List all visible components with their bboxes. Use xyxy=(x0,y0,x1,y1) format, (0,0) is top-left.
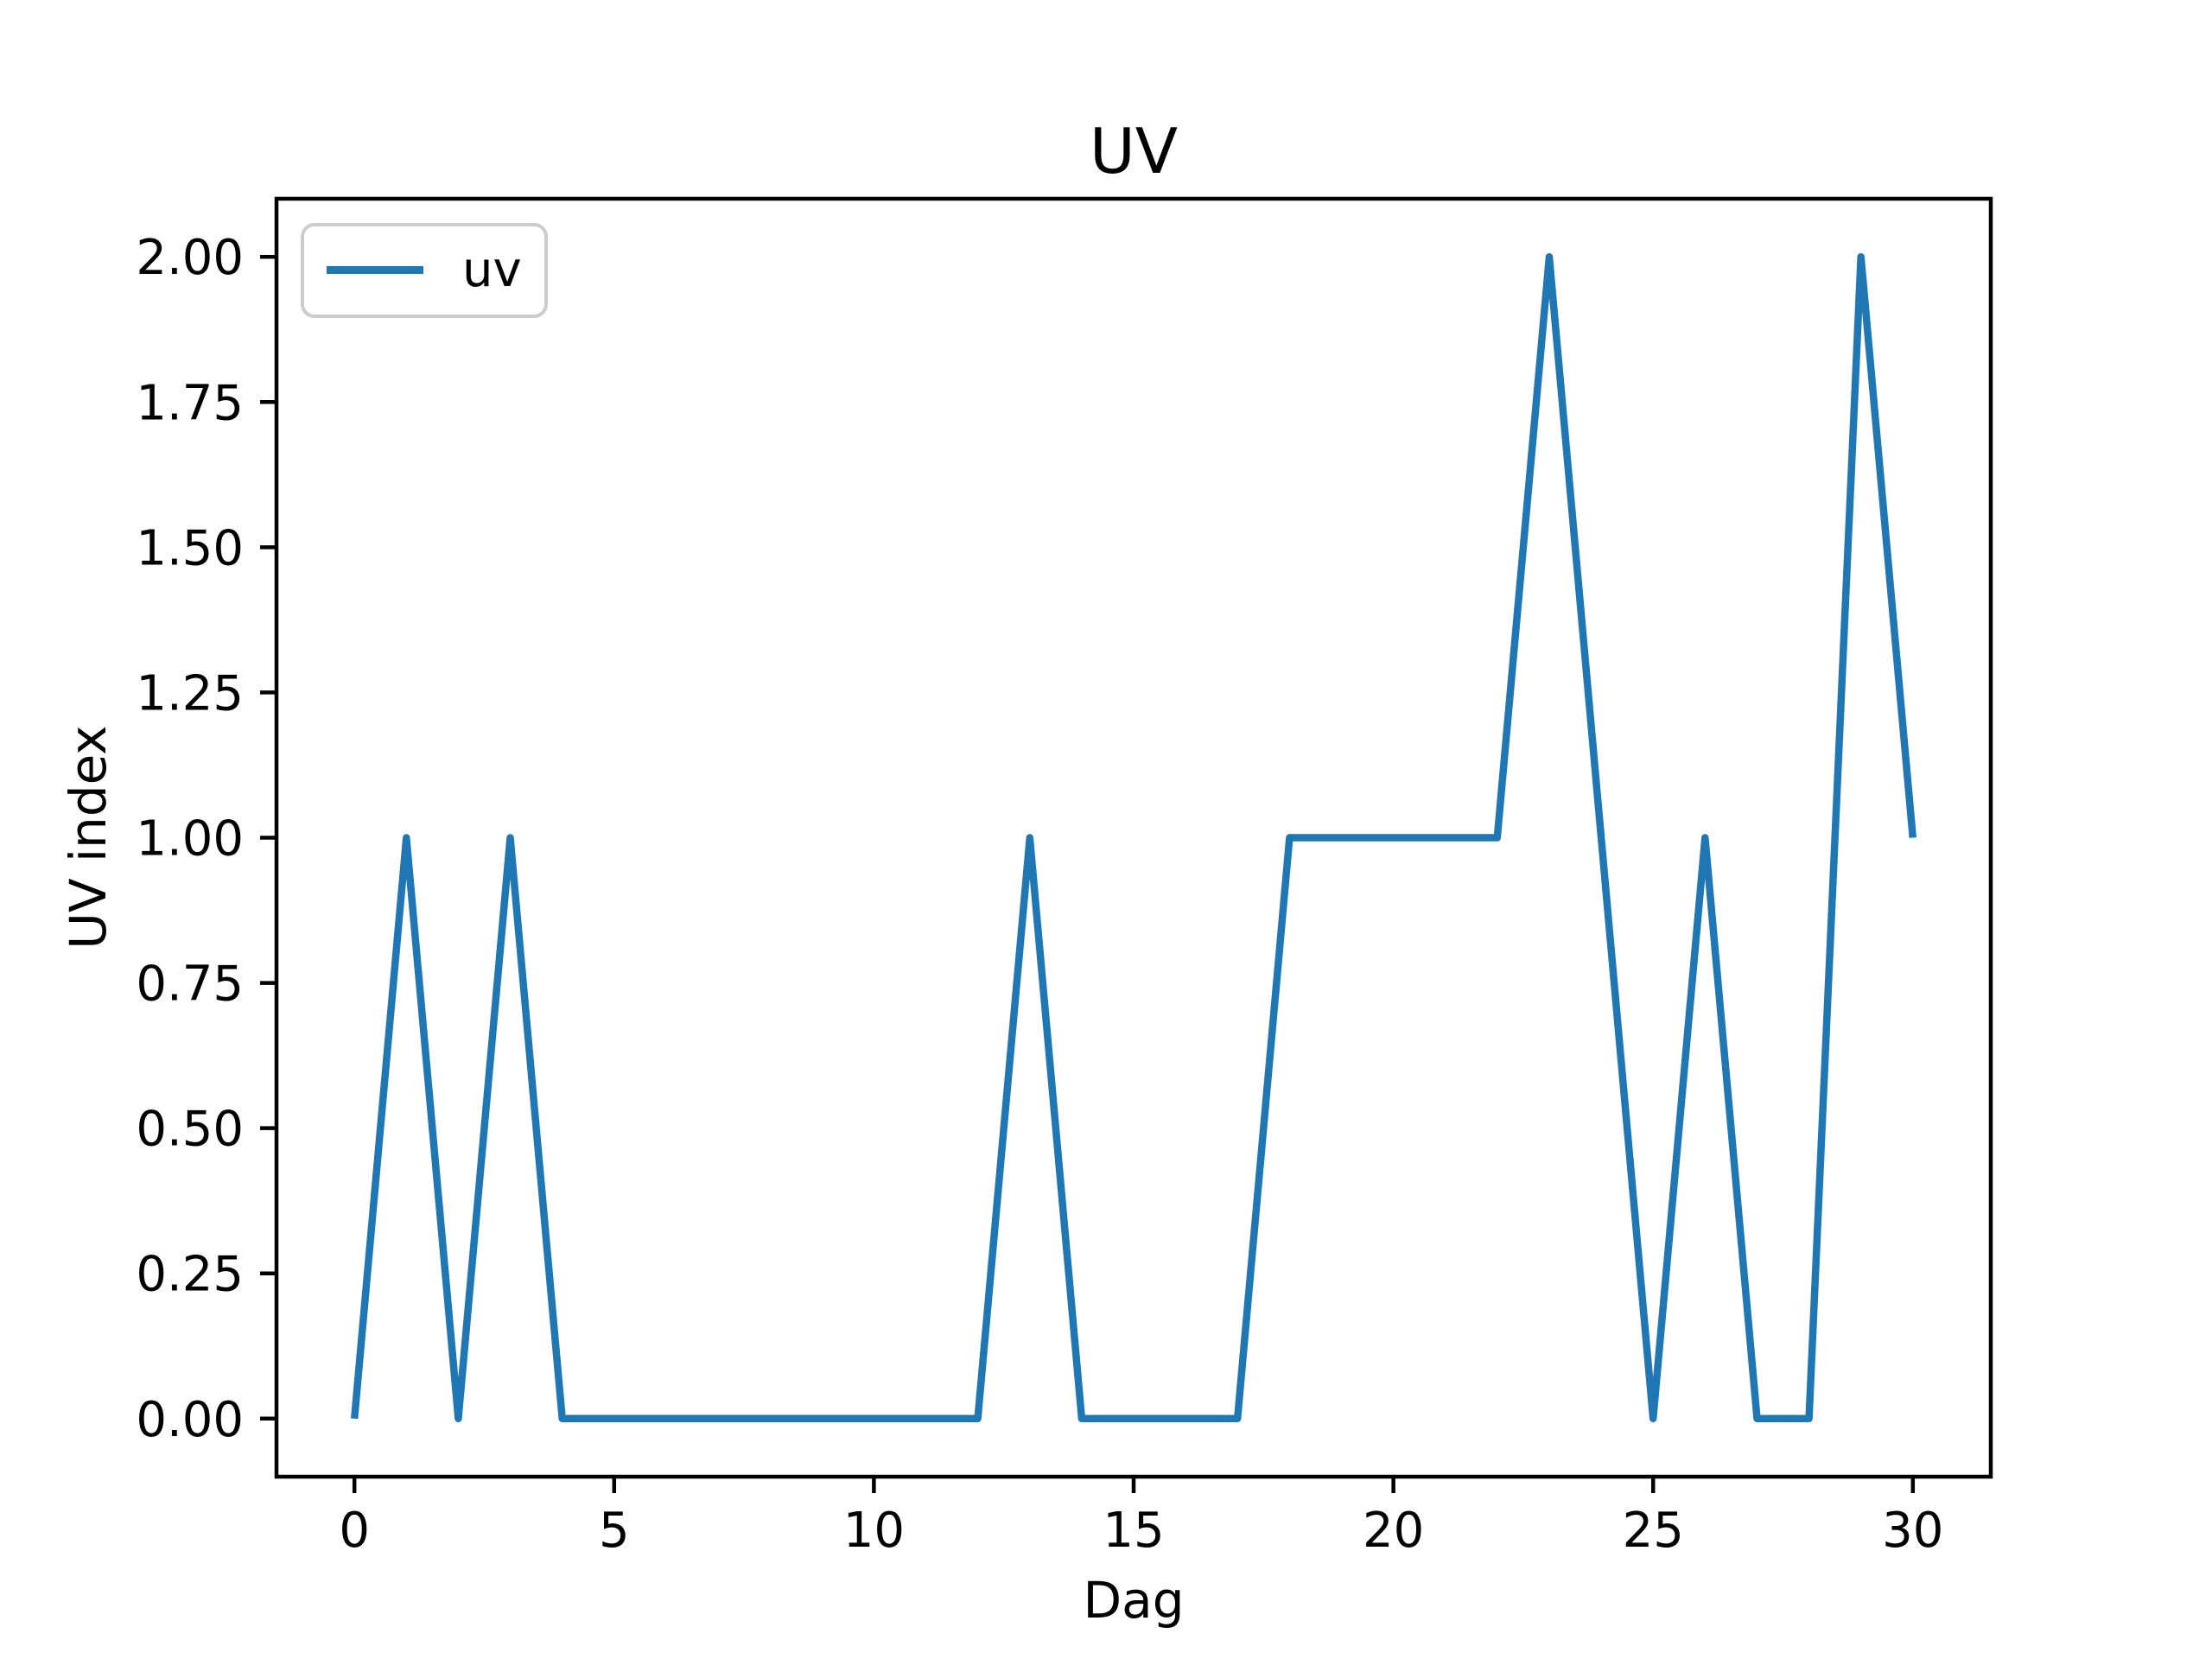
y-tick-label: 0.25 xyxy=(136,1247,244,1303)
y-axis-label: UV index xyxy=(59,725,118,949)
x-tick-label: 25 xyxy=(1623,1503,1684,1559)
y-tick-label: 1.50 xyxy=(136,520,244,576)
legend-line-sample xyxy=(327,266,423,275)
x-tick-label: 5 xyxy=(599,1503,630,1559)
chart-title: UV xyxy=(1090,115,1178,188)
y-tick-label: 1.75 xyxy=(136,375,244,431)
x-tick-label: 15 xyxy=(1103,1503,1164,1559)
y-axis-tick-labels: 0.00 0.25 0.50 0.75 1.00 1.25 1.50 1.75 2.00 xyxy=(136,230,244,1448)
x-tick-label: 0 xyxy=(339,1503,370,1559)
uv-series-line xyxy=(350,252,1917,1423)
legend-label: uv xyxy=(462,242,522,298)
x-axis-ticks xyxy=(352,1477,1916,1493)
y-tick-label: 0.50 xyxy=(136,1102,244,1158)
plot-area-border xyxy=(274,196,1993,1479)
x-tick-label: 30 xyxy=(1882,1503,1943,1559)
x-axis-label: Dag xyxy=(1083,1571,1184,1630)
x-tick-label: 10 xyxy=(843,1503,905,1559)
x-tick-label: 20 xyxy=(1363,1503,1424,1559)
y-tick-label: 1.25 xyxy=(136,665,244,721)
y-tick-label: 0.75 xyxy=(136,957,244,1013)
y-tick-label: 0.00 xyxy=(136,1392,244,1448)
y-axis-ticks xyxy=(260,254,276,1421)
y-tick-label: 2.00 xyxy=(136,230,244,286)
y-tick-label: 1.00 xyxy=(136,811,244,868)
x-axis-tick-labels: 0 5 10 15 20 25 30 xyxy=(339,1503,1943,1559)
legend: uv xyxy=(301,223,548,318)
